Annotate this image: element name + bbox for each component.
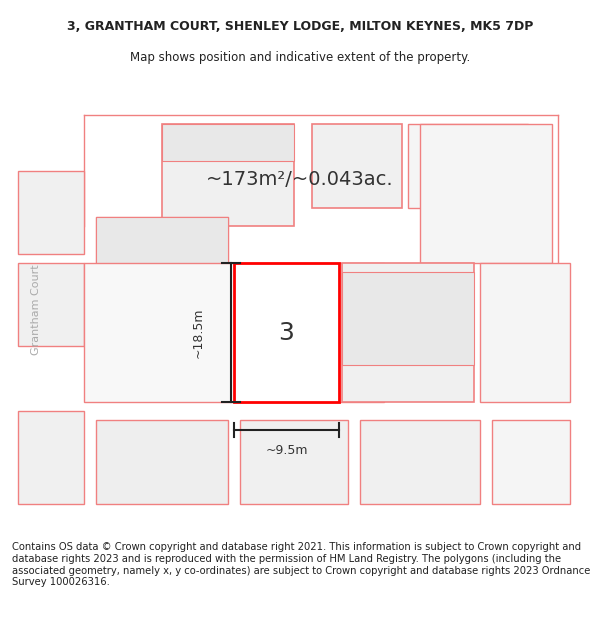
Bar — [312, 124, 402, 208]
Text: ~9.5m: ~9.5m — [265, 444, 308, 457]
Bar — [18, 411, 84, 504]
Bar — [18, 263, 84, 346]
Bar — [96, 217, 228, 286]
Text: 3: 3 — [278, 321, 295, 344]
Text: 3, GRANTHAM COURT, SHENLEY LODGE, MILTON KEYNES, MK5 7DP: 3, GRANTHAM COURT, SHENLEY LODGE, MILTON… — [67, 19, 533, 32]
Bar — [162, 124, 294, 161]
Text: Map shows position and indicative extent of the property.: Map shows position and indicative extent… — [130, 51, 470, 64]
Bar — [492, 421, 570, 504]
Text: Grantham Court: Grantham Court — [31, 264, 41, 355]
Bar — [96, 217, 228, 346]
Bar — [360, 421, 480, 504]
Bar — [240, 421, 348, 504]
Bar — [96, 421, 228, 504]
Text: Contains OS data © Crown copyright and database right 2021. This information is : Contains OS data © Crown copyright and d… — [12, 542, 590, 587]
Bar — [162, 124, 294, 226]
Bar — [408, 124, 528, 208]
Bar — [342, 263, 474, 402]
Bar — [480, 263, 570, 402]
Bar — [342, 272, 474, 365]
Bar — [234, 263, 339, 402]
Text: ~18.5m: ~18.5m — [191, 308, 205, 358]
Bar — [84, 263, 384, 402]
Bar — [18, 171, 84, 254]
Bar — [420, 124, 552, 263]
Text: ~173m²/~0.043ac.: ~173m²/~0.043ac. — [206, 171, 394, 189]
